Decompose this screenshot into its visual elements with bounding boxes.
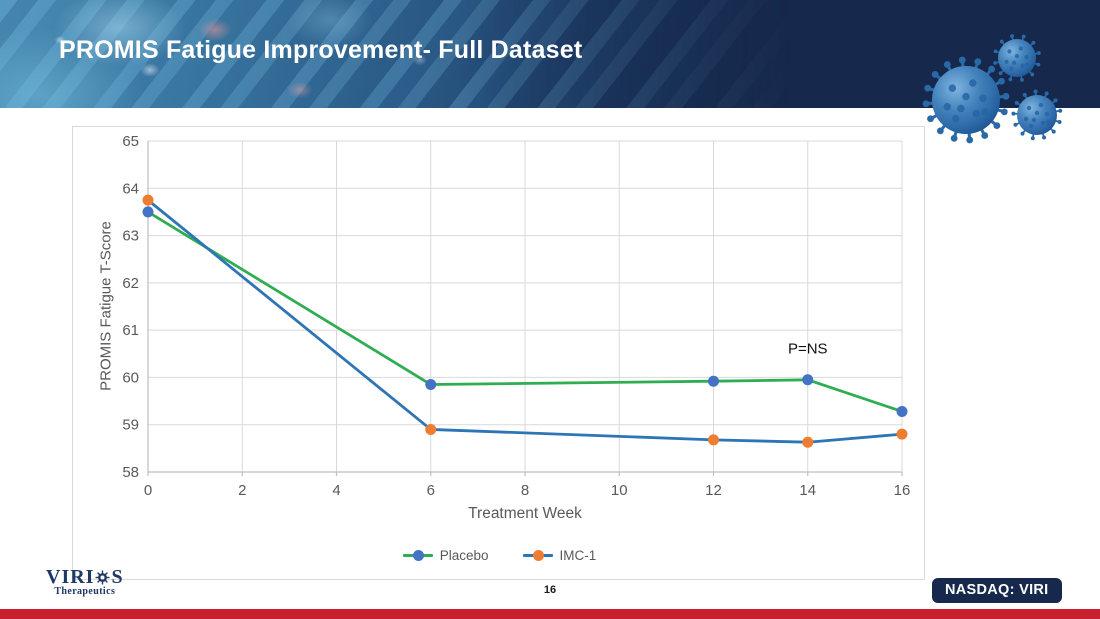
placebo-data-point bbox=[425, 379, 437, 391]
ticker-badge: NASDAQ: VIRI bbox=[932, 578, 1062, 603]
y-tick-label: 62 bbox=[122, 275, 139, 292]
x-tick-label: 2 bbox=[238, 482, 246, 499]
placebo-data-point bbox=[708, 375, 719, 387]
imc-1-data-point bbox=[708, 434, 719, 446]
legend-label-placebo: Placebo bbox=[439, 548, 489, 563]
page-number: 16 bbox=[543, 584, 557, 596]
y-tick-label: 61 bbox=[122, 322, 139, 339]
chart-legend: Placebo IMC-1 bbox=[73, 548, 926, 563]
x-tick-label: 0 bbox=[144, 482, 152, 499]
imc-1-data-point bbox=[896, 428, 908, 440]
logo-text-viri: VIRI bbox=[46, 566, 95, 588]
company-logo-wordmark: VIRI S bbox=[46, 567, 124, 587]
virus-icon bbox=[993, 34, 1041, 82]
y-axis-title: PROMIS Fatigue T-Score bbox=[97, 221, 115, 391]
y-tick-label: 58 bbox=[122, 464, 139, 481]
placebo-data-point bbox=[896, 405, 908, 417]
pvalue-annotation: P=NS bbox=[787, 340, 828, 358]
x-tick-label: 4 bbox=[332, 482, 340, 499]
virus-particles-graphic bbox=[922, 34, 1063, 144]
y-tick-label: 59 bbox=[122, 417, 139, 434]
bottom-accent-bar bbox=[0, 609, 1100, 619]
virus-o-icon bbox=[95, 570, 110, 584]
placebo-data-point bbox=[142, 206, 154, 218]
x-tick-label: 16 bbox=[894, 482, 911, 499]
legend-label-imc1: IMC-1 bbox=[559, 548, 597, 563]
y-tick-label: 64 bbox=[122, 180, 139, 197]
x-tick-label: 12 bbox=[705, 482, 722, 499]
legend-item-imc1: IMC-1 bbox=[522, 548, 597, 563]
header-banner bbox=[0, 0, 1100, 108]
x-tick-label: 14 bbox=[799, 482, 816, 499]
legend-item-placebo: Placebo bbox=[402, 548, 489, 563]
virus-icon bbox=[1011, 89, 1063, 141]
virus-icon bbox=[922, 56, 1010, 144]
company-logo: VIRI S Therapeutics bbox=[46, 567, 124, 597]
fatigue-line-chart: 58 59 60 61 62 63 64 65 0 2 4 6 8 10 12 14 16 bbox=[122, 133, 911, 499]
imc-1-data-point bbox=[802, 436, 814, 448]
imc-1-data-point bbox=[142, 194, 154, 206]
y-tick-label: 63 bbox=[122, 228, 139, 245]
company-logo-subtitle: Therapeutics bbox=[54, 586, 116, 597]
imc1-swatch bbox=[522, 550, 553, 561]
y-tick-label: 60 bbox=[122, 369, 139, 386]
x-axis-title: Treatment Week bbox=[468, 505, 582, 522]
x-tick-label: 10 bbox=[611, 482, 628, 499]
logo-text-s: S bbox=[111, 566, 124, 588]
imc1-marker-swatch bbox=[532, 550, 544, 561]
x-tick-label: 8 bbox=[521, 482, 529, 499]
chart-container: 58 59 60 61 62 63 64 65 0 2 4 6 8 10 12 14 16 PROMIS Fat… bbox=[72, 126, 925, 580]
placebo-swatch bbox=[402, 550, 433, 561]
imc-1-data-point bbox=[425, 423, 437, 435]
placebo-marker-swatch bbox=[412, 550, 424, 561]
x-tick-label: 6 bbox=[427, 482, 435, 499]
slide-title: PROMIS Fatigue Improvement- Full Dataset bbox=[59, 36, 583, 64]
dna-background-image bbox=[0, 0, 1100, 108]
y-tick-label: 65 bbox=[122, 133, 139, 150]
placebo-data-point bbox=[802, 374, 814, 386]
